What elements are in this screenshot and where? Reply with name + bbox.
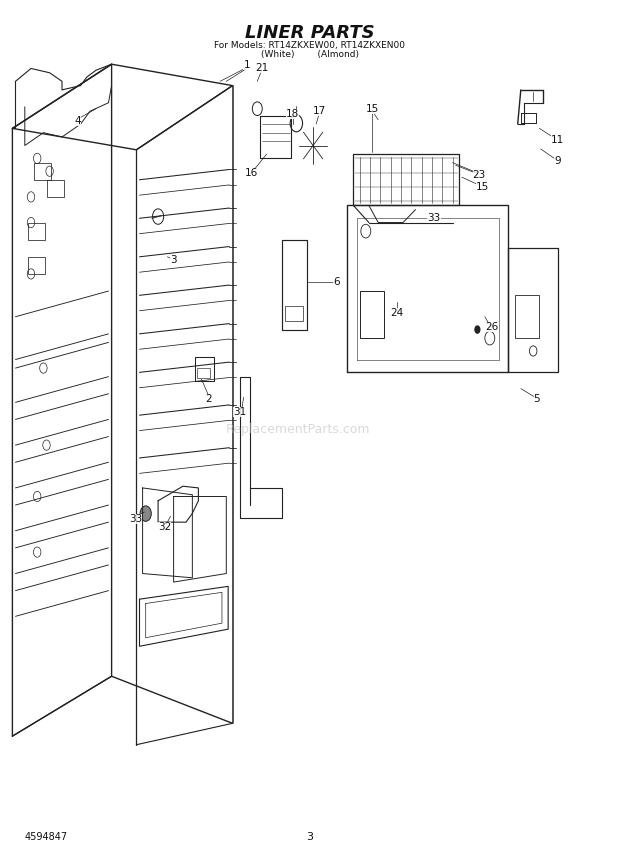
Text: 17: 17 — [312, 106, 326, 116]
Text: 18: 18 — [286, 109, 299, 119]
Text: 26: 26 — [485, 322, 498, 332]
Bar — [515, 295, 539, 338]
Text: 1: 1 — [244, 60, 250, 70]
Text: (White)        (Almond): (White) (Almond) — [261, 51, 359, 59]
Text: 15: 15 — [476, 182, 489, 193]
Bar — [28, 257, 45, 274]
Text: 11: 11 — [551, 135, 564, 146]
Text: 21: 21 — [255, 63, 268, 74]
Bar — [285, 306, 303, 321]
Text: 6: 6 — [334, 276, 340, 287]
Bar — [34, 163, 51, 180]
Text: For Models: RT14ZKXEW00, RT14ZKXEN00: For Models: RT14ZKXEW00, RT14ZKXEN00 — [215, 41, 405, 50]
Text: 32: 32 — [157, 522, 171, 532]
Text: 16: 16 — [244, 168, 258, 178]
Text: 3: 3 — [170, 255, 176, 265]
Bar — [360, 291, 384, 338]
Circle shape — [474, 325, 480, 334]
Text: 2: 2 — [206, 394, 212, 404]
Text: 15: 15 — [365, 104, 379, 114]
Text: 5: 5 — [534, 394, 540, 404]
Text: 23: 23 — [472, 170, 486, 181]
Text: LINER PARTS: LINER PARTS — [245, 23, 375, 42]
Text: 4: 4 — [74, 116, 81, 126]
Text: 4594847: 4594847 — [25, 832, 68, 842]
Text: 24: 24 — [390, 308, 404, 318]
Bar — [28, 223, 45, 240]
Text: 33: 33 — [129, 514, 143, 524]
Text: 3: 3 — [306, 832, 314, 842]
Text: 9: 9 — [554, 156, 560, 166]
Circle shape — [140, 506, 151, 521]
Text: ReplacementParts.com: ReplacementParts.com — [225, 423, 370, 437]
Bar — [46, 180, 64, 197]
Bar — [197, 368, 210, 378]
Text: 33: 33 — [427, 213, 441, 223]
Text: 31: 31 — [233, 407, 247, 417]
